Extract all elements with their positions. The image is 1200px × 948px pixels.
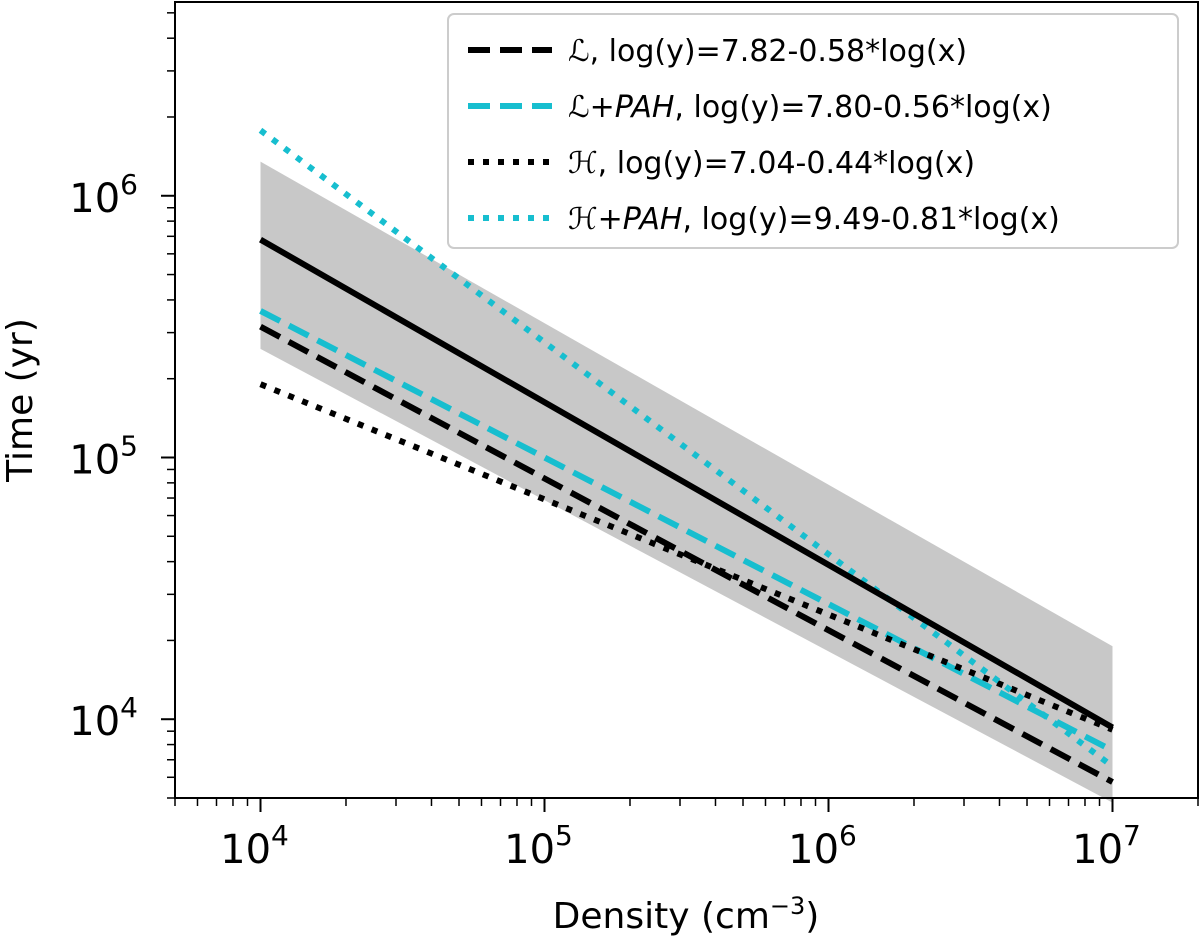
x-tick-label-3: 106 [788,819,857,873]
axis-ticks: 104 105 106 107 104 105 106 [69,12,1199,873]
series-line-1 [259,323,1114,785]
x-axis-label: Density (cm−3) [553,892,820,937]
x-tick-label-4: 107 [1072,819,1141,873]
legend-label-3: ℋ, log(y)=7.04-0.44*log(x) [568,146,975,181]
x-tick-label-2: 105 [504,819,573,873]
legend-label-2: ℒ+PAH, log(y)=7.80-0.56*log(x) [568,90,1052,125]
central-line [259,237,1114,731]
series-line-4 [258,127,1115,769]
y-tick-label-2: 105 [69,429,138,483]
legend-label-1: ℒ, log(y)=7.82-0.58*log(x) [568,34,967,69]
series-line-3 [259,381,1114,733]
y-axis-label: Time (yr) [0,318,41,483]
plot-area [258,127,1115,803]
legend-box [447,13,1179,249]
x-tick-label-1: 104 [220,819,289,873]
y-tick-label-1: 104 [69,691,138,745]
axes-frame [174,1,1199,799]
legend-label-4: ℋ+PAH, log(y)=9.49-0.81*log(x) [568,202,1060,237]
legend: ℒ, log(y)=7.82-0.58*log(x) ℒ+PAH, log(y)=… [447,13,1179,249]
y-tick-label-3: 106 [69,168,138,222]
